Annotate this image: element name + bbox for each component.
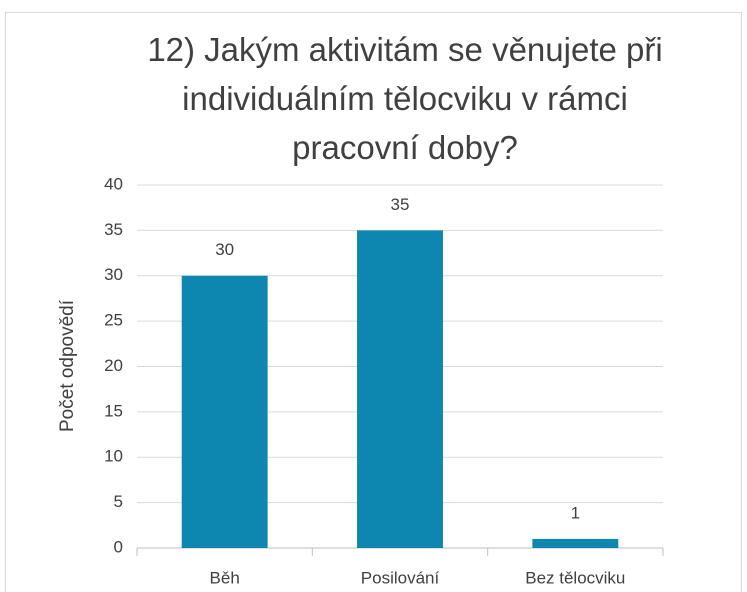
x-tick-label: Běh: [210, 568, 240, 587]
y-tick-label: 20: [104, 356, 123, 375]
chart-border: [5, 12, 742, 592]
y-tick-label: 5: [114, 492, 123, 511]
y-tick-label: 25: [104, 311, 123, 330]
y-tick-label: 40: [104, 174, 123, 193]
chart-title: 12) Jakým aktivitám se věnujete při indi…: [147, 31, 663, 166]
y-tick-label: 15: [104, 401, 123, 420]
x-tick-label: Bez tělocviku: [525, 568, 625, 587]
y-tick-label: 30: [104, 265, 123, 284]
data-label: 35: [391, 195, 410, 214]
data-label: 1: [571, 503, 580, 522]
x-tick-label: Posilování: [361, 568, 440, 587]
data-label: 30: [215, 240, 234, 259]
y-tick-label: 0: [114, 537, 123, 556]
y-axis-label: Počet odpovědí: [57, 299, 78, 432]
y-tick-label: 35: [104, 220, 123, 239]
y-tick-label: 10: [104, 447, 123, 466]
bar: [532, 538, 619, 548]
bar: [181, 275, 268, 548]
bar: [357, 230, 443, 548]
